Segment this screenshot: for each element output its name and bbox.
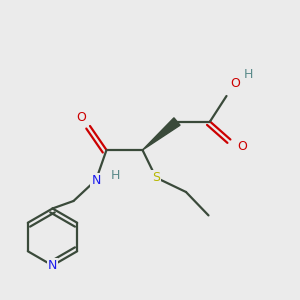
Text: H: H: [243, 68, 253, 81]
Text: O: O: [77, 111, 86, 124]
Text: O: O: [237, 140, 247, 154]
Polygon shape: [142, 118, 180, 150]
Text: H: H: [111, 169, 120, 182]
Text: S: S: [152, 171, 160, 184]
Text: N: N: [48, 259, 57, 272]
Text: O: O: [231, 77, 240, 90]
Text: N: N: [91, 173, 101, 187]
